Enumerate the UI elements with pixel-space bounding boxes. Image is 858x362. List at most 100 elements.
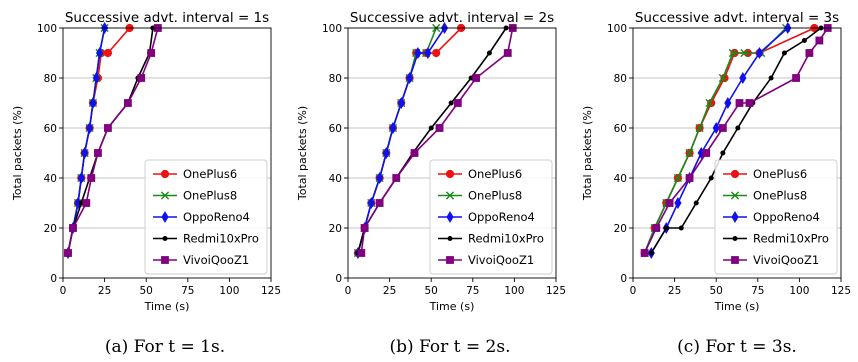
legend-marker [161, 256, 169, 264]
legend-label: OnePlus6 [183, 167, 237, 181]
legend-entry-OnePlus8: OnePlus8 [723, 189, 807, 203]
data-point-VivoiQooZ1 [104, 124, 112, 132]
legend-marker [160, 191, 170, 200]
legend-label: OnePlus6 [753, 167, 807, 181]
legend-entry-OppoReno4: OppoReno4 [723, 210, 820, 224]
y-tick-label: 20 [44, 223, 57, 235]
data-point-Redmi10xPro [768, 75, 774, 81]
y-tick-label: 80 [44, 73, 57, 85]
data-point-OppoReno4 [77, 172, 85, 184]
legend-marker [731, 256, 739, 264]
y-axis-label: Total packets (%) [581, 106, 594, 201]
figure-caption: (c) For t = 3s. [677, 337, 797, 357]
legend-entry-VivoiQooZ1: VivoiQooZ1 [723, 253, 819, 267]
data-point-Redmi10xPro [781, 50, 787, 56]
series-line-OnePlus8 [643, 27, 787, 254]
x-tick-label: 75 [181, 285, 194, 297]
x-tick-label: 100 [219, 285, 239, 297]
data-point-OnePlus8 [740, 48, 749, 58]
legend-entry-OnePlus6: OnePlus6 [153, 167, 237, 181]
legend-marker [730, 169, 740, 179]
data-point-Redmi10xPro [708, 175, 714, 181]
chart-panel-1: 0 25 50 75 100 125 0 20 40 60 80 100 Successive advt… [11, 10, 281, 357]
y-tick-label: 20 [329, 223, 342, 235]
legend-box [429, 159, 553, 275]
data-point-Redmi10xPro [801, 38, 807, 43]
x-tick-label: 25 [98, 285, 111, 297]
series-line-Redmi10xPro [67, 27, 154, 254]
legend: OnePlus6 OnePlus8 OppoReno4 Redmi10xPro Vivo… [714, 159, 838, 275]
data-point-VivoiQooZ1 [503, 49, 512, 57]
data-point-Redmi10xPro [693, 200, 699, 206]
legend-entry-OnePlus8: OnePlus8 [438, 189, 522, 203]
data-point-VivoiQooZ1 [640, 249, 649, 257]
data-point-VivoiQooZ1 [147, 49, 156, 57]
data-point-OppoReno4 [89, 97, 97, 109]
legend-label: OnePlus8 [183, 189, 237, 203]
legend-label: VivoiQooZ1 [753, 253, 819, 267]
legend-marker [161, 211, 169, 223]
data-point-OnePlus8 [673, 173, 683, 183]
data-point-VivoiQooZ1 [82, 199, 91, 207]
data-point-VivoiQooZ1 [453, 99, 462, 107]
legend-marker [447, 236, 453, 241]
legend-entry-OppoReno4: OppoReno4 [153, 210, 250, 224]
data-point-Redmi10xPro [428, 125, 434, 131]
data-point-Redmi10xPro [486, 50, 492, 56]
legend-label: VivoiQooZ1 [468, 253, 534, 267]
data-point-VivoiQooZ1 [665, 199, 674, 207]
data-point-VivoiQooZ1 [357, 249, 366, 257]
legend-label: Redmi10xPro [183, 232, 259, 246]
data-point-Redmi10xPro [735, 125, 741, 131]
x-tick-label: 100 [789, 285, 809, 297]
x-tick-label: 50 [425, 285, 438, 297]
y-tick-label: 40 [614, 173, 627, 185]
y-tick-label: 0 [335, 273, 342, 285]
x-tick-label: 25 [383, 285, 396, 297]
data-point-OppoReno4 [86, 122, 94, 134]
data-point-OppoReno4 [712, 122, 720, 134]
series-line-VivoiQooZ1 [67, 27, 159, 254]
data-point-OppoReno4 [424, 47, 432, 59]
x-tick-label: 125 [261, 285, 281, 297]
x-tick-label: 0 [345, 285, 352, 297]
y-tick-label: 0 [50, 273, 57, 285]
axes-frame [347, 27, 557, 279]
series-Redmi10xPro [65, 25, 156, 256]
figure-caption: (b) For t = 2s. [389, 337, 510, 357]
data-point-VivoiQooZ1 [360, 224, 369, 232]
legend-label: OnePlus6 [468, 167, 522, 181]
legend-box [144, 159, 268, 275]
figure-caption: (a) For t = 1s. [105, 337, 225, 357]
legend-box [714, 159, 838, 275]
legend-marker [446, 256, 454, 264]
data-point-OppoReno4 [382, 147, 390, 159]
data-point-VivoiQooZ1 [702, 149, 711, 157]
legend-entry-OnePlus6: OnePlus6 [438, 167, 522, 181]
data-point-OppoReno4 [674, 197, 682, 209]
chart-title: Successive advt. interval = 2s [350, 10, 554, 26]
data-point-OppoReno4 [397, 97, 405, 109]
legend-entry-VivoiQooZ1: VivoiQooZ1 [153, 253, 249, 267]
series-line-OppoReno4 [650, 27, 789, 254]
legend-marker [445, 169, 455, 179]
y-tick-label: 40 [329, 173, 342, 185]
data-point-OnePlus8 [705, 98, 714, 108]
legend-label: Redmi10xPro [468, 232, 544, 246]
data-point-VivoiQooZ1 [87, 174, 96, 182]
y-tick-label: 20 [614, 223, 627, 235]
x-tick-label: 75 [751, 285, 764, 297]
data-point-OppoReno4 [367, 197, 375, 209]
data-point-VivoiQooZ1 [123, 99, 132, 107]
y-tick-label: 100 [322, 23, 342, 35]
chart-panel-2: 0 25 50 75 100 125 0 20 40 60 80 100 Successive advt… [296, 10, 566, 357]
axes-frame [632, 27, 842, 279]
y-tick-label: 0 [620, 273, 627, 285]
legend-entry-Redmi10xPro: Redmi10xPro [438, 232, 544, 246]
data-point-VivoiQooZ1 [435, 124, 444, 132]
x-tick-label: 100 [504, 285, 524, 297]
legend-label: OppoReno4 [183, 210, 250, 224]
data-point-OppoReno4 [389, 122, 397, 134]
x-tick-label: 50 [710, 285, 723, 297]
